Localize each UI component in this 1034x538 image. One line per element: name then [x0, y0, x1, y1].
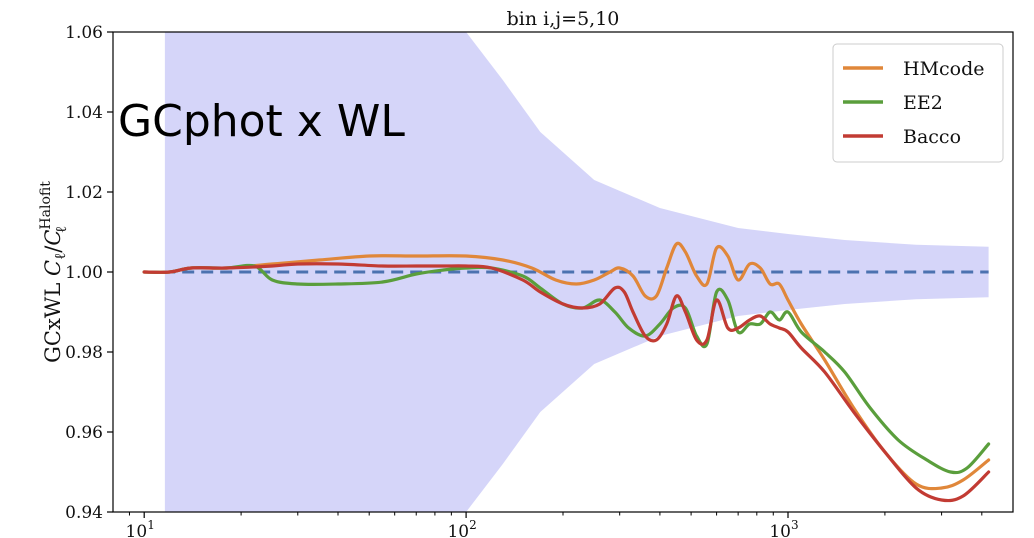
series-line-ee2: [142, 263, 991, 475]
chart-title: bin i,j=5,10: [507, 8, 620, 30]
legend-label: Bacco: [903, 126, 961, 148]
y-tick-label: 1.06: [65, 23, 103, 43]
legend: HMcode EE2 Bacco: [832, 43, 1004, 163]
x-tick-label: 102: [447, 518, 476, 538]
y-axis-label-c2: C: [41, 230, 65, 246]
y-axis-label: GCxWL Cℓ/CHalofitℓ: [38, 181, 70, 363]
y-tick-label: 0.94: [65, 503, 103, 523]
legend-label: HMcode: [903, 58, 985, 80]
y-axis-label-slash: /: [41, 245, 65, 253]
x-tick-label: 103: [769, 518, 798, 538]
y-axis-label-sub2: ℓ: [52, 226, 70, 233]
y-axis-label-prefix: GCxWL: [41, 276, 65, 363]
y-tick-label: 0.98: [65, 343, 103, 363]
legend-label: EE2: [903, 92, 943, 114]
y-axis-label-c: C: [41, 260, 65, 276]
series-line-bacco: [142, 262, 991, 503]
axes: 101 102 103 0.94 0.96 0.98 1.00 1.02 1.04 1.06: [65, 23, 983, 538]
y-axis-label-sup: Halofit: [38, 181, 54, 230]
legend-box: [832, 43, 1004, 163]
overlay-label: GCphot x WL: [118, 96, 405, 147]
y-tick-label: 1.02: [65, 183, 103, 203]
y-axis-label-sub: ℓ: [51, 253, 69, 260]
y-tick-label: 1.04: [65, 103, 103, 123]
y-tick-label: 0.96: [65, 423, 103, 443]
y-tick-label: 1.00: [65, 263, 103, 283]
x-tick-label: 101: [126, 518, 155, 538]
uncertainty-band: [164, 32, 989, 512]
plot-area: [142, 32, 991, 512]
